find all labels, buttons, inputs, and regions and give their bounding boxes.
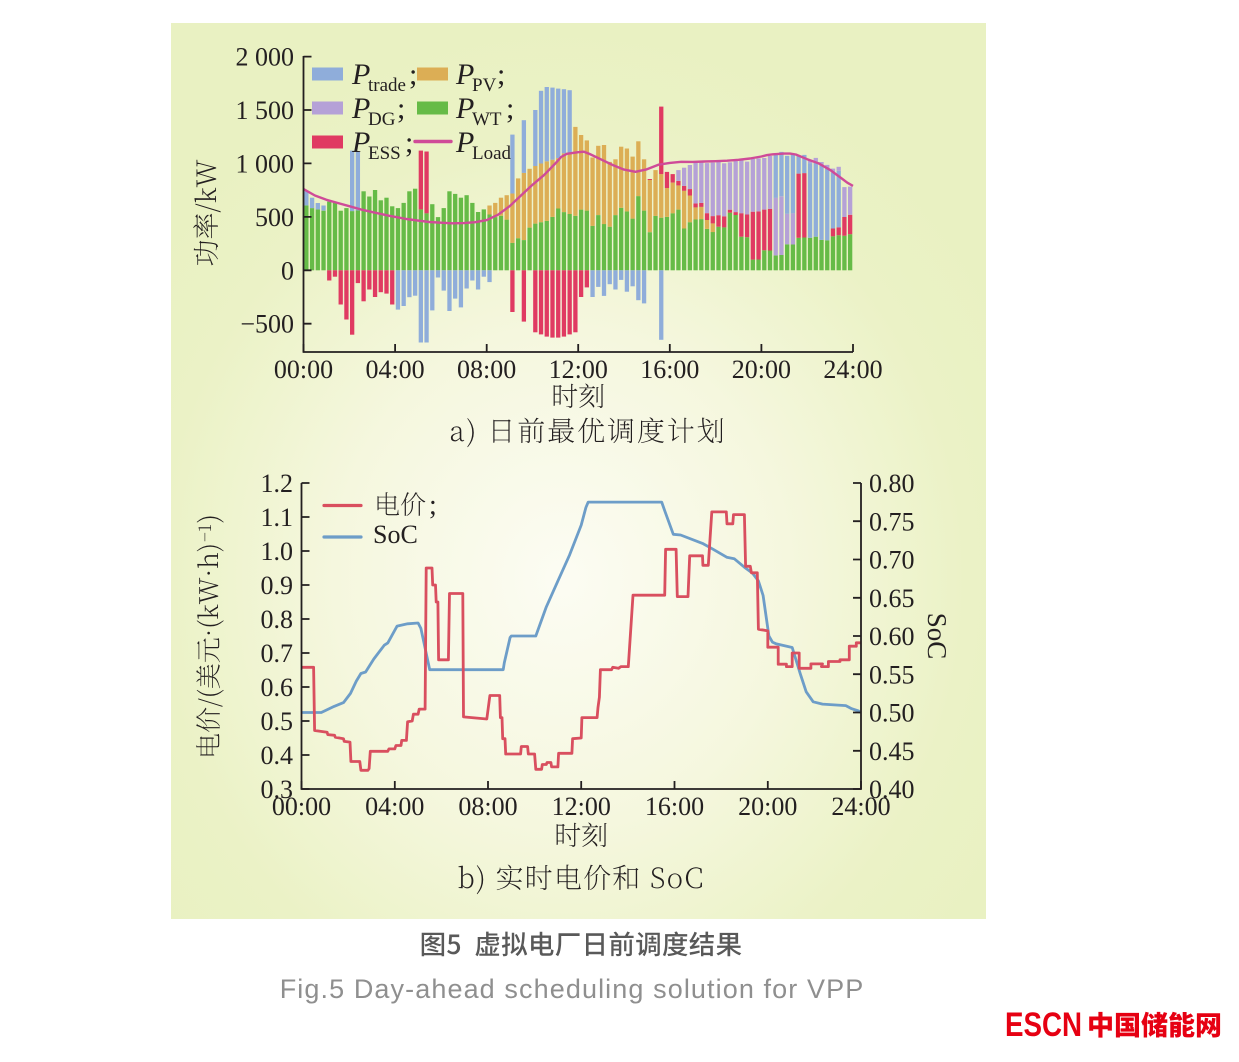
svg-text:0: 0	[281, 256, 294, 285]
svg-text:0.40: 0.40	[869, 775, 915, 804]
svg-text:04:00: 04:00	[365, 355, 424, 384]
svg-text:0.8: 0.8	[261, 605, 294, 634]
svg-text:2 000: 2 000	[236, 43, 295, 72]
svg-text:1.2: 1.2	[261, 469, 294, 498]
svg-text:0.45: 0.45	[869, 737, 915, 766]
svg-text:trade: trade	[368, 75, 406, 96]
svg-text:0.60: 0.60	[869, 622, 915, 651]
svg-text:P: P	[351, 126, 370, 159]
svg-text:1 000: 1 000	[236, 149, 295, 178]
svg-text:SoC: SoC	[373, 520, 418, 549]
svg-text:Load: Load	[472, 143, 512, 164]
svg-text:SoC: SoC	[922, 613, 952, 660]
svg-text:PV: PV	[472, 75, 497, 96]
svg-text:1.0: 1.0	[261, 537, 294, 566]
svg-text:0.5: 0.5	[261, 707, 294, 736]
svg-text:0.4: 0.4	[261, 741, 294, 770]
svg-text:0.50: 0.50	[869, 699, 915, 728]
svg-text:0.65: 0.65	[869, 584, 915, 613]
svg-text:;: ;	[409, 58, 417, 91]
svg-text:Fig.5 Day-ahead scheduling so: Fig.5 Day-ahead scheduling solution for …	[280, 974, 865, 1004]
svg-text:0.3: 0.3	[261, 775, 294, 804]
svg-text:0.6: 0.6	[261, 673, 294, 702]
svg-text:0.7: 0.7	[261, 639, 294, 668]
svg-text:12:00: 12:00	[552, 792, 611, 821]
svg-text:;: ;	[405, 126, 413, 159]
svg-text:0.9: 0.9	[261, 571, 294, 600]
svg-text:−500: −500	[240, 310, 294, 339]
svg-text:WT: WT	[472, 109, 502, 130]
svg-text:;: ;	[397, 92, 405, 125]
svg-text:08:00: 08:00	[457, 355, 516, 384]
svg-text:;: ;	[497, 58, 505, 91]
svg-text:ESCN: ESCN	[1005, 1006, 1082, 1044]
svg-text:16:00: 16:00	[640, 355, 699, 384]
svg-text:500: 500	[255, 203, 294, 232]
svg-text:00:00: 00:00	[274, 355, 333, 384]
svg-text:1.1: 1.1	[261, 503, 294, 532]
svg-text:04:00: 04:00	[365, 792, 424, 821]
svg-text:20:00: 20:00	[732, 355, 791, 384]
svg-text:0.75: 0.75	[869, 507, 915, 536]
svg-text:16:00: 16:00	[645, 792, 704, 821]
svg-text:24:00: 24:00	[823, 355, 882, 384]
svg-text:P: P	[455, 126, 474, 159]
svg-text:12:00: 12:00	[549, 355, 608, 384]
svg-text:DG: DG	[368, 109, 396, 130]
svg-text:;: ;	[429, 490, 437, 521]
svg-text:0.55: 0.55	[869, 660, 915, 689]
svg-text:08:00: 08:00	[458, 792, 517, 821]
svg-text:1 500: 1 500	[236, 96, 295, 125]
svg-text:20:00: 20:00	[738, 792, 797, 821]
svg-text:ESS: ESS	[368, 143, 401, 164]
svg-text:;: ;	[506, 92, 514, 125]
svg-text:P: P	[351, 58, 370, 91]
svg-text:00:00: 00:00	[272, 792, 331, 821]
svg-text:P: P	[455, 92, 474, 125]
svg-text:P: P	[455, 58, 474, 91]
svg-text:0.70: 0.70	[869, 546, 915, 575]
svg-text:P: P	[351, 92, 370, 125]
svg-text:0.80: 0.80	[869, 469, 915, 498]
svg-text:24:00: 24:00	[831, 792, 890, 821]
